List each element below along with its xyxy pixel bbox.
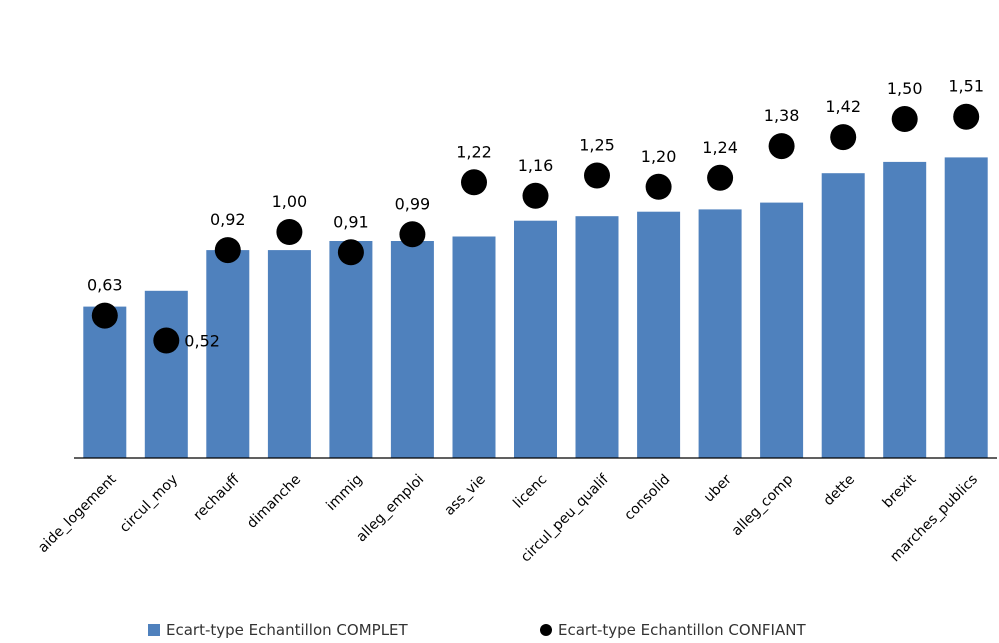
- x-tick-aide_logement: aide_logement: [35, 471, 120, 556]
- x-tick-rechauff: rechauff: [190, 471, 242, 523]
- dot-label-ass_vie: 1,22: [456, 142, 492, 161]
- dot-label-circul_peu_qualif: 1,25: [579, 136, 615, 155]
- x-tick-consolid: consolid: [621, 472, 673, 524]
- dot-marches_publics: [953, 103, 980, 130]
- dot-dimanche: [276, 219, 303, 245]
- dots-layer: [91, 103, 980, 354]
- dot-label-rechauff: 0,92: [210, 210, 246, 229]
- dot-brexit: [891, 106, 918, 132]
- dot-label-marches_publics: 1,51: [948, 77, 984, 96]
- bar-consolid: [637, 211, 681, 458]
- dot-label-circul_moy: 0,52: [184, 332, 220, 351]
- dot-label-licenc: 1,16: [518, 156, 554, 175]
- bar-circul_peu_qualif: [575, 216, 619, 458]
- bar-aide_logement: [83, 306, 127, 458]
- dot-circul_moy: [153, 327, 180, 354]
- bar-ass_vie: [452, 236, 496, 458]
- dot-label-uber: 1,24: [702, 138, 738, 157]
- dot-alleg_comp: [768, 133, 795, 160]
- dot-licenc: [522, 182, 549, 209]
- dot-labels-layer: 0,63 0,52 0,92 1,00 0,91 0,99 1,22 1,16 1,25 1,20…: [87, 77, 984, 351]
- legend-swatch-bar: [148, 624, 160, 636]
- x-tick-dette: dette: [820, 472, 858, 510]
- dot-alleg_emploi: [399, 221, 426, 248]
- bar-marches_publics: [944, 157, 988, 458]
- x-tick-circul_moy: circul_moy: [117, 472, 181, 536]
- x-tick-licenc: licenc: [510, 472, 550, 512]
- x-tick-dimanche: dimanche: [244, 472, 304, 532]
- dot-consolid: [645, 173, 672, 200]
- dot-label-consolid: 1,20: [641, 147, 677, 166]
- dot-circul_peu_qualif: [584, 162, 610, 189]
- bar-circul_moy: [144, 290, 188, 458]
- bar-alleg_comp: [760, 202, 804, 458]
- legend-label-complet: Ecart-type Echantillon COMPLET: [166, 621, 409, 639]
- dot-label-alleg_comp: 1,38: [764, 106, 800, 125]
- bar-brexit: [883, 161, 927, 458]
- dot-label-brexit: 1,50: [887, 79, 923, 98]
- legend: Ecart-type Echantillon COMPLET Ecart-typ…: [148, 621, 806, 639]
- x-tick-alleg_comp: alleg_comp: [729, 471, 797, 539]
- dot-rechauff: [214, 237, 241, 264]
- legend-label-confiant: Ecart-type Echantillon CONFIANT: [558, 621, 806, 639]
- dot-label-dimanche: 1,00: [272, 192, 308, 211]
- bar-immig: [329, 241, 373, 458]
- x-tick-uber: uber: [701, 471, 735, 505]
- dot-label-aide_logement: 0,63: [87, 276, 123, 295]
- x-tick-immig: immig: [323, 472, 365, 514]
- dot-uber: [707, 164, 734, 191]
- dot-label-alleg_emploi: 0,99: [395, 194, 431, 213]
- bar-alleg_emploi: [390, 241, 434, 458]
- dot-ass_vie: [461, 169, 487, 196]
- dot-label-dette: 1,42: [825, 97, 861, 116]
- x-tick-ass_vie: ass_vie: [441, 472, 488, 519]
- x-tick-brexit: brexit: [880, 471, 920, 511]
- bars-layer: [83, 157, 988, 458]
- legend-swatch-dot: [540, 624, 552, 636]
- bar-licenc: [514, 220, 557, 458]
- dot-dette: [830, 124, 857, 151]
- bar-dimanche: [267, 250, 311, 458]
- dot-immig: [337, 239, 364, 266]
- bar-dette: [821, 173, 865, 458]
- dot-aide_logement: [91, 302, 118, 329]
- bar-rechauff: [206, 250, 250, 458]
- bar-uber: [698, 209, 742, 458]
- dot-label-immig: 0,91: [333, 212, 369, 231]
